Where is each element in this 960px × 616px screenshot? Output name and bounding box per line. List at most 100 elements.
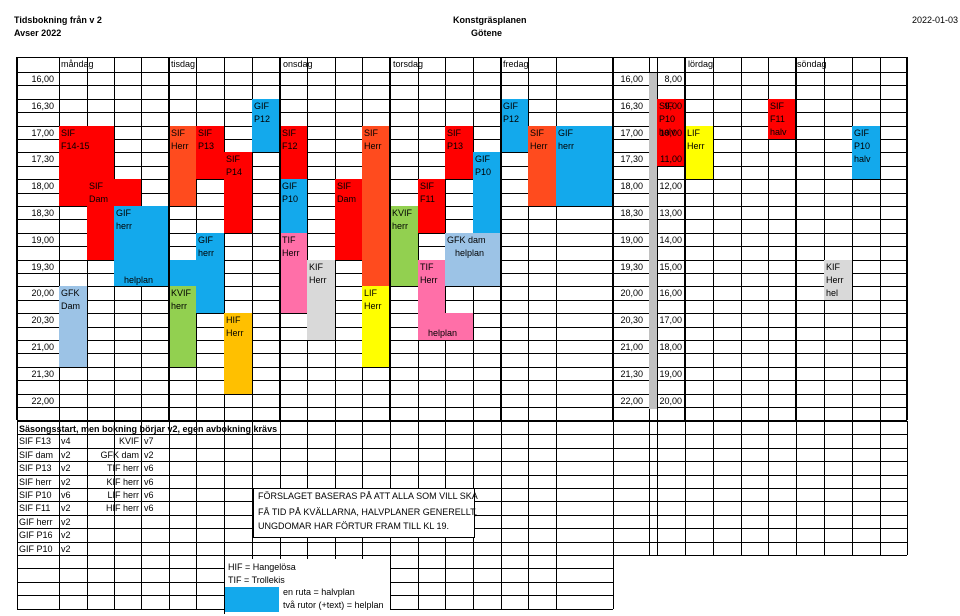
grid-row-line bbox=[17, 57, 907, 58]
season-column-line bbox=[59, 421, 60, 609]
booking-label: P13 bbox=[447, 141, 464, 151]
booking-label: F11 bbox=[770, 114, 785, 124]
season-team: KIF herr bbox=[106, 477, 139, 487]
season-team: SIF herr bbox=[19, 477, 52, 487]
season-column-line bbox=[649, 421, 650, 555]
booking-label: helplan bbox=[428, 328, 458, 338]
time-label: 10,00 bbox=[659, 128, 682, 138]
booking-block: SIF P10 halv bbox=[657, 99, 685, 166]
time-label: 20,30 bbox=[620, 315, 643, 325]
time-label: 17,00 bbox=[620, 128, 643, 138]
season-team: SIF P13 bbox=[19, 463, 52, 473]
season-column-line bbox=[796, 421, 797, 555]
booking-label: SIF bbox=[659, 101, 674, 111]
grid-column-line bbox=[528, 57, 529, 420]
day-header-mandag: måndag bbox=[61, 59, 94, 69]
season-week: v7 bbox=[144, 436, 154, 446]
booking-label: HIF bbox=[226, 315, 241, 325]
booking-label: F12 bbox=[282, 141, 298, 151]
booking-block: GIF P10 bbox=[280, 179, 307, 233]
booking-label: F11 bbox=[420, 194, 435, 204]
grid-row-line bbox=[17, 206, 907, 207]
day-separator bbox=[500, 57, 502, 420]
day-separator bbox=[168, 57, 170, 420]
season-column-line bbox=[880, 421, 881, 555]
booking-label: hel bbox=[826, 288, 839, 298]
title-left: Tidsbokning från v 2 bbox=[14, 15, 102, 25]
booking-block: KVIF herr bbox=[390, 206, 418, 286]
grid-column-line bbox=[224, 57, 225, 420]
grid-row-line bbox=[17, 99, 907, 100]
grid-column-line bbox=[307, 57, 308, 420]
season-team: SIF F11 bbox=[19, 503, 51, 513]
booking-block: LIF Herr bbox=[685, 126, 713, 179]
grid-column-line bbox=[824, 57, 825, 420]
grid-column-line bbox=[59, 57, 60, 420]
time-label: 16,00 bbox=[659, 288, 682, 298]
day-header-fredag: fredag bbox=[503, 59, 529, 69]
booking-block: TIF Herr bbox=[280, 233, 307, 313]
season-column-line bbox=[528, 421, 529, 609]
subtitle-center: Götene bbox=[471, 28, 503, 38]
booking-label: GIF bbox=[282, 181, 297, 191]
time-label: 13,00 bbox=[659, 208, 682, 218]
season-column-line bbox=[141, 421, 142, 609]
legend-hif: HIF = Hangelösa bbox=[228, 562, 296, 572]
booking-label: GFK bbox=[61, 288, 80, 298]
booking-label: LIF bbox=[687, 128, 701, 138]
booking-label: herr bbox=[171, 301, 188, 311]
season-column-line bbox=[17, 421, 18, 609]
season-week: v2 bbox=[144, 450, 154, 460]
time-label: 18,00 bbox=[659, 342, 682, 352]
season-column-line bbox=[713, 421, 714, 555]
booking-block: KIF Herr hel bbox=[824, 260, 852, 300]
booking-block: GIF P12 bbox=[252, 99, 280, 152]
season-team: GFK dam bbox=[100, 450, 139, 460]
season-week: v2 bbox=[61, 503, 71, 513]
booking-label: P12 bbox=[254, 114, 271, 124]
grid-row-line bbox=[17, 380, 907, 381]
day-separator bbox=[389, 57, 391, 420]
booking-label: KVIF bbox=[392, 208, 413, 218]
booking-label: GIF bbox=[854, 128, 869, 138]
booking-block: SIF Herr bbox=[169, 126, 196, 206]
grid-column-line bbox=[556, 57, 557, 420]
grid-row-line bbox=[17, 112, 907, 113]
day-header-tisdag: tisdag bbox=[171, 59, 196, 69]
booking-label: SIF bbox=[447, 128, 462, 138]
time-label: 22,00 bbox=[31, 396, 54, 406]
season-column-line bbox=[685, 421, 686, 555]
time-label: 11,00 bbox=[660, 154, 682, 164]
season-column-line bbox=[741, 421, 742, 555]
season-row-line bbox=[17, 421, 907, 422]
booking-label: SIF bbox=[198, 128, 213, 138]
grid-row-line bbox=[17, 420, 907, 421]
time-label: 9,00 bbox=[664, 101, 682, 111]
grid-column-line bbox=[418, 57, 419, 420]
booking-label: Dam bbox=[61, 301, 81, 311]
time-label: 21,30 bbox=[31, 369, 54, 379]
booking-label: Dam bbox=[89, 194, 109, 204]
grid-row-line bbox=[17, 219, 907, 220]
season-week: v6 bbox=[144, 503, 154, 513]
season-row-line bbox=[17, 434, 907, 435]
booking-label: Herr bbox=[226, 328, 244, 338]
time-label: 17,00 bbox=[31, 128, 54, 138]
booking-label: GFK dam bbox=[447, 235, 486, 245]
booking-label: KIF bbox=[309, 262, 324, 272]
booking-block: GFK Dam bbox=[59, 286, 87, 367]
grid-row-line bbox=[17, 193, 907, 194]
booking-block: GIF herr bbox=[556, 126, 613, 206]
day-header-lordag: lördag bbox=[688, 59, 714, 69]
booking-label: TIF bbox=[282, 235, 296, 245]
booking-label: P10 bbox=[659, 114, 676, 124]
season-column-line bbox=[87, 421, 88, 609]
time-label: 21,00 bbox=[31, 342, 54, 352]
season-column-line bbox=[169, 421, 170, 609]
booking-block: LIF Herr bbox=[362, 286, 390, 367]
subtitle-left: Avser 2022 bbox=[14, 28, 62, 38]
season-note: Säsongsstart, men bokning börjar v2, ege… bbox=[19, 424, 278, 434]
booking-block: SIF P14 bbox=[224, 152, 252, 233]
booking-label: Herr bbox=[826, 275, 844, 285]
booking-label: GIF bbox=[503, 101, 518, 111]
